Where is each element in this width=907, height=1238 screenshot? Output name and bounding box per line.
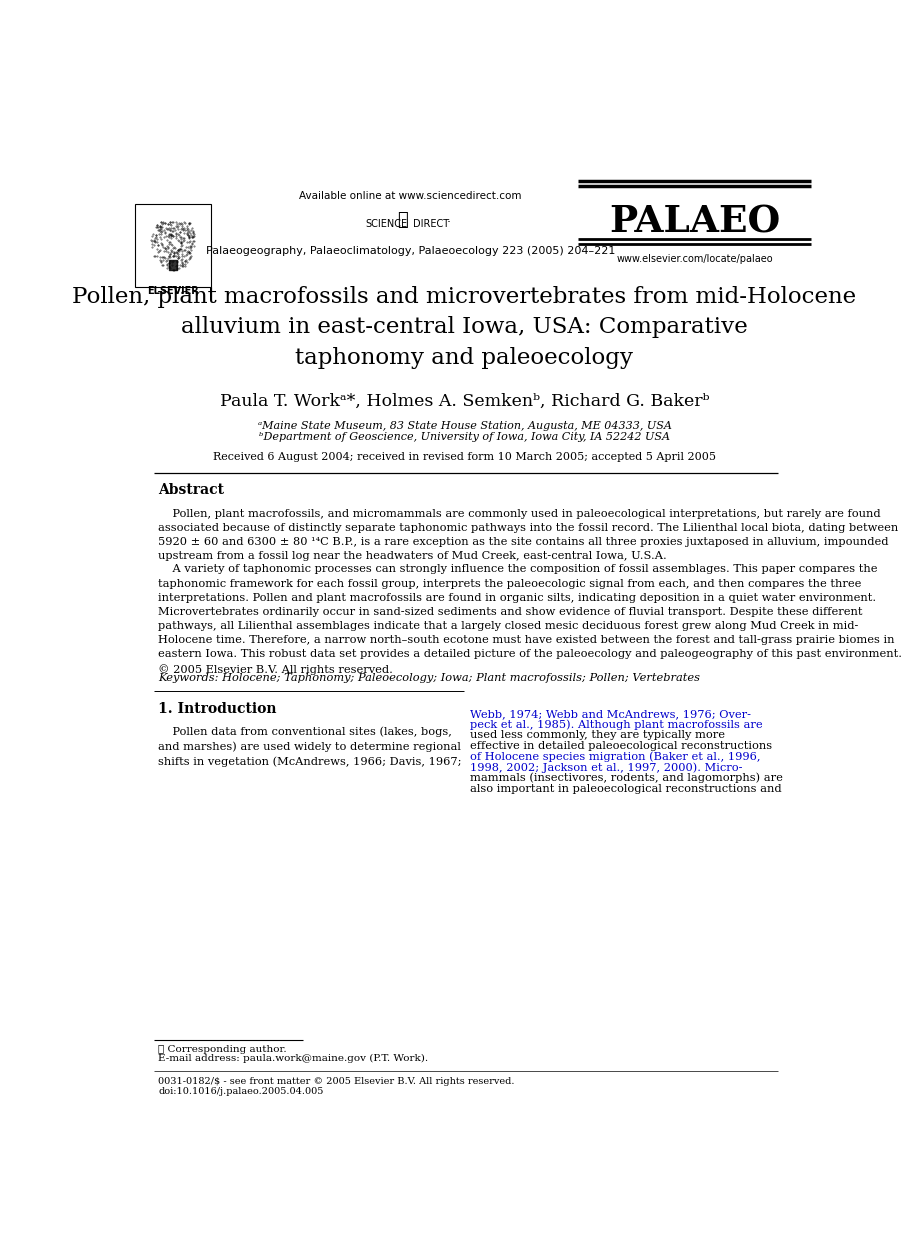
Text: effective in detailed paleoecological reconstructions: effective in detailed paleoecological re…: [470, 742, 772, 751]
Text: peck et al., 1985). Although plant macrofossils are: peck et al., 1985). Although plant macro…: [470, 719, 763, 730]
Text: Available online at www.sciencedirect.com: Available online at www.sciencedirect.co…: [299, 192, 522, 202]
Text: PALAEO: PALAEO: [609, 203, 780, 240]
Text: E-mail address: paula.work@maine.gov (P.T. Work).: E-mail address: paula.work@maine.gov (P.…: [159, 1054, 428, 1063]
Text: DIRECT: DIRECT: [414, 219, 450, 229]
Text: SCIENCE: SCIENCE: [366, 219, 407, 229]
Text: Pollen, plant macrofossils, and micromammals are commonly used in paleoecologica: Pollen, plant macrofossils, and micromam…: [159, 509, 899, 561]
Text: Abstract: Abstract: [159, 484, 224, 498]
Text: of Holocene species migration (Baker et al., 1996,: of Holocene species migration (Baker et …: [470, 751, 760, 763]
Text: www.elsevier.com/locate/palaeo: www.elsevier.com/locate/palaeo: [617, 254, 773, 264]
FancyBboxPatch shape: [135, 204, 211, 287]
Text: also important in paleoecological reconstructions and: also important in paleoecological recons…: [470, 784, 782, 794]
Text: Palaeogeography, Palaeoclimatology, Palaeoecology 223 (2005) 204–221: Palaeogeography, Palaeoclimatology, Pala…: [206, 246, 615, 256]
Text: ᵇDepartment of Geoscience, University of Iowa, Iowa City, IA 52242 USA: ᵇDepartment of Geoscience, University of…: [259, 432, 670, 442]
Text: ⓐ: ⓐ: [397, 212, 408, 229]
Text: doi:10.1016/j.palaeo.2005.04.005: doi:10.1016/j.palaeo.2005.04.005: [159, 1087, 324, 1096]
Text: ★ Corresponding author.: ★ Corresponding author.: [159, 1045, 287, 1054]
Text: 1998, 2002; Jackson et al., 1997, 2000). Micro-: 1998, 2002; Jackson et al., 1997, 2000).…: [470, 763, 742, 773]
Text: 0031-0182/$ - see front matter © 2005 Elsevier B.V. All rights reserved.: 0031-0182/$ - see front matter © 2005 El…: [159, 1077, 515, 1086]
Text: Webb, 1974; Webb and McAndrews, 1976; Over-: Webb, 1974; Webb and McAndrews, 1976; Ov…: [470, 709, 751, 719]
Text: ELSEVIER: ELSEVIER: [147, 286, 199, 296]
Text: ᵃMaine State Museum, 83 State House Station, Augusta, ME 04333, USA: ᵃMaine State Museum, 83 State House Stat…: [258, 421, 671, 431]
Text: used less commonly, they are typically more: used less commonly, they are typically m…: [470, 730, 725, 740]
Text: Pollen, plant macrofossils and microvertebrates from mid-Holocene
alluvium in ea: Pollen, plant macrofossils and microvert…: [73, 286, 856, 369]
Text: mammals (insectivores, rodents, and lagomorphs) are: mammals (insectivores, rodents, and lago…: [470, 773, 783, 784]
Text: A variety of taphonomic processes can strongly influence the composition of foss: A variety of taphonomic processes can st…: [159, 565, 902, 675]
Text: Received 6 August 2004; received in revised form 10 March 2005; accepted 5 April: Received 6 August 2004; received in revi…: [213, 452, 716, 462]
Text: Keywords: Holocene; Taphonomy; Paleoecology; Iowa; Plant macrofossils; Pollen; V: Keywords: Holocene; Taphonomy; Paleoecol…: [159, 673, 700, 683]
Text: Paula T. Workᵃ*, Holmes A. Semkenᵇ, Richard G. Bakerᵇ: Paula T. Workᵃ*, Holmes A. Semkenᵇ, Rich…: [219, 392, 709, 410]
Text: 1. Introduction: 1. Introduction: [159, 702, 277, 716]
Text: ·: ·: [446, 215, 451, 229]
Text: Pollen data from conventional sites (lakes, bogs,
and marshes) are used widely t: Pollen data from conventional sites (lak…: [159, 725, 462, 766]
